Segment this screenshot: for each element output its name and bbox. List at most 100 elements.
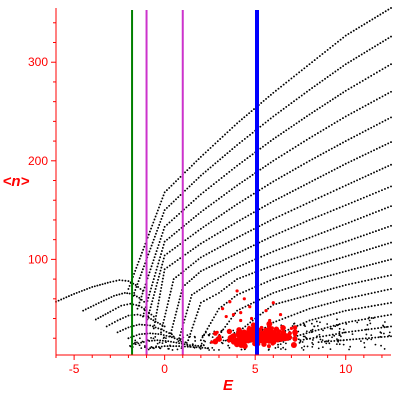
data-point [189,344,191,347]
data-point [241,199,244,202]
highlight-point [278,312,283,317]
data-point [374,343,377,346]
data-point [386,335,389,338]
data-point [187,220,190,223]
data-point [263,267,266,270]
data-point [360,53,363,56]
black-dots-layer [55,7,392,351]
data-point [358,26,360,29]
data-point [335,286,338,289]
data-point [277,346,280,349]
data-point [173,217,176,220]
data-point [272,278,275,281]
data-point [311,341,314,344]
data-point [160,333,162,336]
data-point [379,13,382,16]
data-point [373,327,376,330]
data-point [296,284,299,286]
data-point [290,272,293,275]
data-point [302,282,305,284]
data-point [195,178,198,181]
y-axis-title: <n> [3,173,30,190]
data-point [157,327,160,330]
data-point [311,217,314,220]
data-point [252,228,255,230]
data-point [383,289,386,292]
data-point [305,330,308,333]
data-point [215,217,218,220]
data-point [337,94,339,97]
data-point [214,162,217,165]
data-point [361,106,364,109]
data-point [380,303,383,306]
data-point [210,185,213,188]
data-point [106,311,109,314]
data-point [341,310,344,313]
data-point [281,230,284,233]
data-point [152,238,155,241]
data-point [219,138,222,140]
data-point [163,345,166,348]
data-point [236,144,239,146]
data-point [390,274,392,277]
data-point [121,279,124,282]
data-point [384,119,387,122]
data-point [140,295,143,298]
data-point [317,263,320,266]
data-point [252,301,255,304]
data-point [329,74,332,77]
data-point [354,319,357,322]
data-point [159,256,162,259]
data-point [115,279,118,282]
data-point [339,118,342,121]
highlight-point [289,326,294,330]
data-point [367,103,370,106]
data-point [185,222,188,225]
data-point [141,340,144,343]
data-point [314,317,317,320]
data-point [357,307,360,310]
data-point [212,219,215,221]
data-point [241,160,244,163]
data-point [242,291,245,294]
data-point [351,330,354,333]
data-point [133,291,136,294]
data-point [120,304,123,307]
data-point [143,332,146,335]
data-point [370,338,373,341]
data-point [175,276,178,279]
data-point [287,259,290,262]
data-point [216,140,219,143]
data-point [319,153,322,156]
data-point [266,184,269,186]
data-point [336,318,338,321]
data-point [284,212,287,215]
data-point [261,240,264,243]
data-point [325,172,328,175]
data-point [275,263,278,266]
data-point [223,303,226,306]
data-point [89,305,92,308]
data-point [302,268,305,271]
data-point [299,334,302,336]
data-point [221,342,224,345]
data-point [153,256,156,259]
data-point [112,309,114,312]
data-point [207,168,210,171]
data-point [335,300,338,303]
data-point [380,290,383,293]
data-point [379,331,382,334]
data-point [205,298,208,301]
data-point [323,212,326,215]
data-point [287,228,290,231]
data-point [324,77,326,80]
data-point [365,233,368,236]
data-point [156,247,159,250]
data-point [348,309,350,312]
data-point [337,323,340,326]
data-point [197,308,200,310]
data-point [338,257,341,260]
data-point [284,348,287,351]
data-point [341,331,344,334]
data-point [190,164,193,167]
